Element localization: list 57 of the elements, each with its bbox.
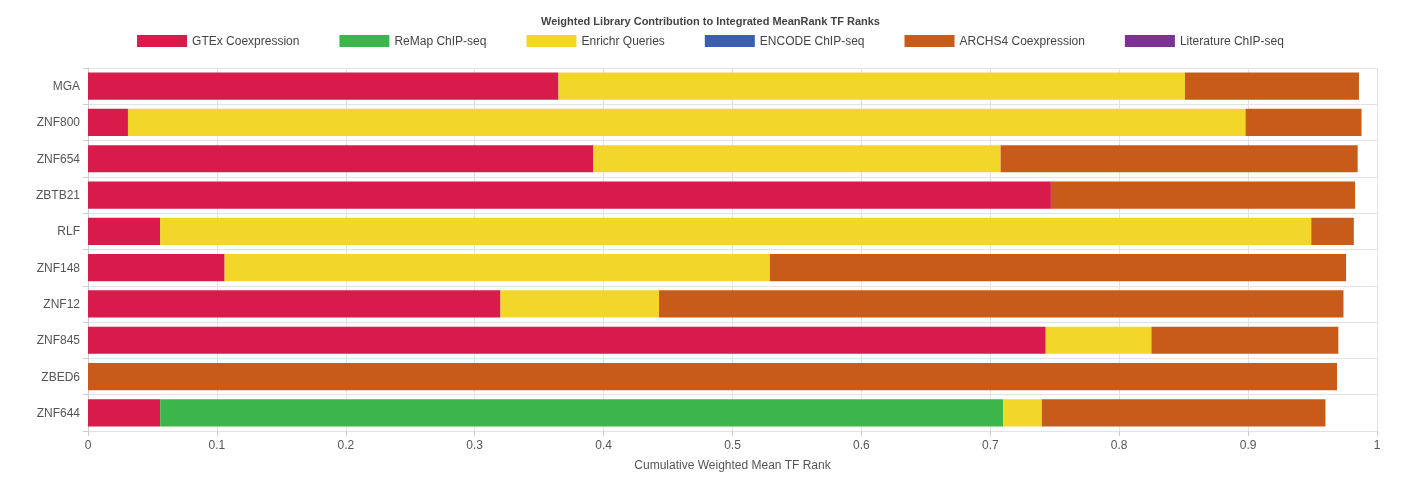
x-tick-label: 0.3 (466, 438, 484, 452)
bar (88, 72, 559, 100)
x-tick-label: 0.1 (208, 438, 226, 452)
bar (160, 399, 1004, 427)
bar (769, 254, 1347, 282)
x-tick-label: 0.8 (1110, 438, 1128, 452)
y-tick-label: RLF (57, 224, 80, 239)
x-tick-label: 0.7 (981, 438, 999, 452)
y-tick-label: ZNF800 (36, 115, 81, 130)
bar (88, 362, 1338, 391)
legend-label: ReMap ChIP-seq (394, 34, 487, 48)
x-tick-label: 0.9 (1239, 438, 1257, 452)
bar (88, 254, 225, 282)
bar (1003, 399, 1042, 427)
y-tick-label: ZNF12 (43, 296, 81, 311)
bar (558, 72, 1185, 100)
y-tick-label: ZNF654 (36, 151, 81, 166)
bar (88, 181, 1051, 209)
bar (1311, 217, 1354, 245)
chart-title: Weighted Library Contribution to Integrated MeanRank TF Ranks (541, 14, 880, 27)
x-tick-label: 1 (1373, 438, 1381, 452)
legend-label: Literature ChIP-seq (1179, 34, 1284, 48)
bar (88, 326, 1046, 354)
y-tick-label: ZNF644 (36, 405, 81, 420)
x-tick-label: 0.6 (853, 438, 871, 452)
y-tick-label: ZBED6 (41, 369, 81, 384)
x-tick-label: 0.4 (595, 438, 613, 452)
bar (1050, 181, 1356, 209)
bar (659, 290, 1344, 318)
legend-label: Enrichr Queries (581, 34, 665, 48)
bar (1245, 108, 1362, 137)
bar (160, 217, 1312, 245)
bar (127, 108, 1246, 137)
bar (1045, 326, 1152, 354)
x-tick-label: 0.2 (337, 438, 355, 452)
y-tick-label: ZNF845 (36, 333, 81, 348)
y-tick-label: MGA (52, 79, 80, 94)
y-tick-label: ZNF148 (36, 260, 81, 275)
x-axis-title: Cumulative Weighted Mean TF Rank (634, 458, 832, 472)
bar (1000, 145, 1358, 173)
bar (88, 290, 501, 318)
x-tick-label: 0.5 (724, 438, 742, 452)
legend-label: GTEx Coexpression (192, 34, 300, 48)
bar (88, 145, 594, 173)
legend-label: ARCHS4 Coexpression (959, 34, 1085, 48)
bar (88, 108, 128, 137)
bar (1151, 326, 1339, 354)
bar (88, 399, 161, 427)
x-tick-label: 0 (84, 438, 92, 452)
bar (1184, 72, 1359, 100)
bar (593, 145, 1001, 173)
bar (224, 254, 770, 282)
legend-label: ENCODE ChIP-seq (759, 34, 865, 48)
bar (500, 290, 660, 318)
bar (1041, 399, 1326, 427)
y-tick-label: ZBTB21 (35, 188, 81, 203)
bar (88, 217, 161, 245)
